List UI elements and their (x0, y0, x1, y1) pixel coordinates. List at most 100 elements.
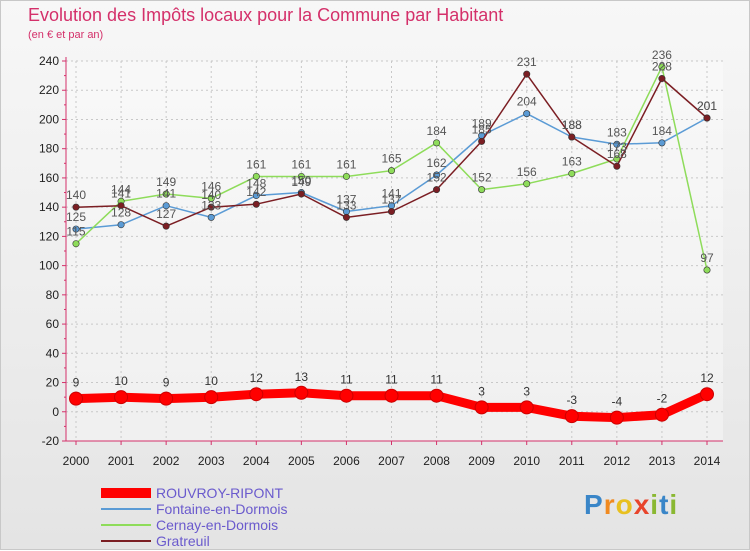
data-label-gratreuil: 168 (607, 147, 627, 161)
data-label-gratreuil: 201 (697, 99, 717, 113)
data-label-rouvroy-ripont: 12 (250, 371, 264, 385)
legend-swatch-fontaine-en-dormois (101, 508, 151, 510)
legend-swatch-gratreuil (101, 540, 151, 542)
data-point-rouvroy-ripont (429, 388, 444, 403)
data-point-cernay-en-dormois (658, 63, 666, 71)
data-point-rouvroy-ripont (69, 391, 83, 406)
data-label-fontaine-en-dormois: 204 (517, 95, 537, 109)
data-point-gratreuil (568, 133, 576, 141)
data-point-fontaine-en-dormois (613, 140, 621, 148)
data-point-cernay-en-dormois (342, 172, 350, 180)
data-point-rouvroy-ripont (609, 410, 624, 425)
axis-layer: -20 0 20 40 60 80 100 120 140 160 180 200 220 240 2000… (39, 54, 723, 468)
data-label-gratreuil: 133 (336, 198, 356, 212)
logo-letter: t (659, 489, 670, 520)
data-label-cernay-en-dormois: 161 (246, 157, 266, 171)
data-point-fontaine-en-dormois (72, 225, 80, 233)
data-label-gratreuil: 152 (427, 171, 447, 185)
data-point-cernay-en-dormois (478, 186, 486, 194)
data-label-fontaine-en-dormois: 141 (381, 187, 401, 201)
data-point-rouvroy-ripont (519, 400, 534, 415)
x-tick-label: 2003 (198, 454, 225, 468)
data-label-cernay-en-dormois: 184 (427, 124, 447, 138)
data-point-gratreuil (703, 114, 711, 122)
series-layer (69, 63, 714, 425)
legend-item-gratreuil[interactable]: Gratreuil (101, 533, 288, 549)
x-tick-label: 2009 (468, 454, 495, 468)
y-tick-label: 180 (39, 142, 59, 156)
data-label-rouvroy-ripont: 3 (523, 384, 530, 398)
data-point-cernay-en-dormois (297, 172, 305, 180)
x-tick-label: 2013 (649, 454, 676, 468)
x-tick-label: 2007 (378, 454, 405, 468)
x-tick-label: 2000 (63, 454, 90, 468)
data-label-fontaine-en-dormois: 141 (156, 187, 176, 201)
data-label-fontaine-en-dormois: 128 (111, 206, 131, 220)
data-label-gratreuil: 140 (201, 188, 221, 202)
proxiti-logo[interactable]: Proxiti (584, 489, 678, 521)
data-label-rouvroy-ripont: 11 (340, 373, 353, 387)
y-tick-label: 200 (39, 112, 59, 126)
data-label-rouvroy-ripont: 9 (163, 376, 170, 390)
data-point-fontaine-en-dormois (433, 171, 441, 179)
data-label-cernay-en-dormois: 161 (291, 157, 311, 171)
data-point-rouvroy-ripont (114, 390, 129, 405)
data-label-cernay-en-dormois: 149 (156, 175, 176, 189)
logo-letter: r (603, 489, 616, 520)
chart-subtitle: (en € et par an) (28, 29, 104, 41)
data-point-gratreuil (387, 208, 395, 216)
y-tick-label: 160 (39, 171, 59, 185)
y-tick-label: 100 (39, 259, 59, 273)
data-label-fontaine-en-dormois: 162 (427, 156, 447, 170)
logo-letter: P (584, 489, 604, 520)
data-point-rouvroy-ripont (294, 385, 309, 400)
logo-letter: o (615, 489, 634, 520)
logo-letter: i (669, 489, 679, 520)
data-label-gratreuil: 140 (66, 188, 86, 202)
chart-title: Evolution des Impôts locaux pour la Comm… (28, 5, 504, 25)
logo-letter: x (633, 489, 651, 520)
y-tick-label: 80 (46, 288, 60, 302)
data-point-cernay-en-dormois (703, 266, 711, 274)
data-label-fontaine-en-dormois: 184 (652, 124, 672, 138)
x-tick-label: 2005 (288, 454, 315, 468)
data-point-cernay-en-dormois (523, 180, 531, 188)
x-tick-label: 2006 (333, 454, 360, 468)
y-tick-label: 40 (46, 346, 60, 360)
data-point-cernay-en-dormois (433, 139, 441, 147)
legend-item-fontaine-en-dormois[interactable]: Fontaine-en-Dormois (101, 501, 288, 517)
legend-item-rouvroy-ripont[interactable]: ROUVROY-RIPONT (101, 485, 288, 501)
legend-label-cernay-en-dormois: Cernay-en-Dormois (156, 517, 279, 533)
data-label-rouvroy-ripont: 13 (295, 370, 309, 384)
data-point-rouvroy-ripont (339, 388, 354, 403)
data-label-fontaine-en-dormois: 201 (697, 99, 717, 113)
y-tick-label: -20 (42, 434, 60, 448)
legend: ROUVROY-RIPONT Fontaine-en-Dormois Cerna… (101, 485, 288, 549)
data-label-cernay-en-dormois: 115 (66, 225, 85, 239)
data-point-fontaine-en-dormois (252, 191, 260, 199)
x-tick-label: 2014 (694, 454, 721, 468)
data-label-gratreuil: 137 (381, 193, 401, 207)
data-point-rouvroy-ripont (204, 390, 219, 405)
data-label-fontaine-en-dormois: 183 (607, 125, 627, 139)
legend-item-cernay-en-dormois[interactable]: Cernay-en-Dormois (101, 517, 288, 533)
data-label-cernay-en-dormois: 146 (201, 179, 221, 193)
x-tick-label: 2001 (108, 454, 135, 468)
data-label-rouvroy-ripont: -3 (566, 393, 577, 407)
data-label-rouvroy-ripont: 12 (700, 371, 714, 385)
legend-label-gratreuil: Gratreuil (156, 533, 210, 549)
data-point-cernay-en-dormois (207, 194, 215, 202)
x-tick-label: 2010 (513, 454, 540, 468)
data-label-rouvroy-ripont: -4 (612, 395, 623, 409)
data-point-fontaine-en-dormois (207, 213, 215, 221)
y-tick-label: 220 (39, 83, 59, 97)
data-point-gratreuil (252, 200, 260, 208)
x-tick-label: 2002 (153, 454, 180, 468)
data-label-gratreuil: 231 (517, 55, 537, 69)
y-tick-label: 0 (52, 405, 59, 419)
data-point-gratreuil (297, 190, 305, 198)
data-point-cernay-en-dormois (568, 170, 576, 178)
data-label-rouvroy-ripont: 10 (114, 374, 128, 388)
